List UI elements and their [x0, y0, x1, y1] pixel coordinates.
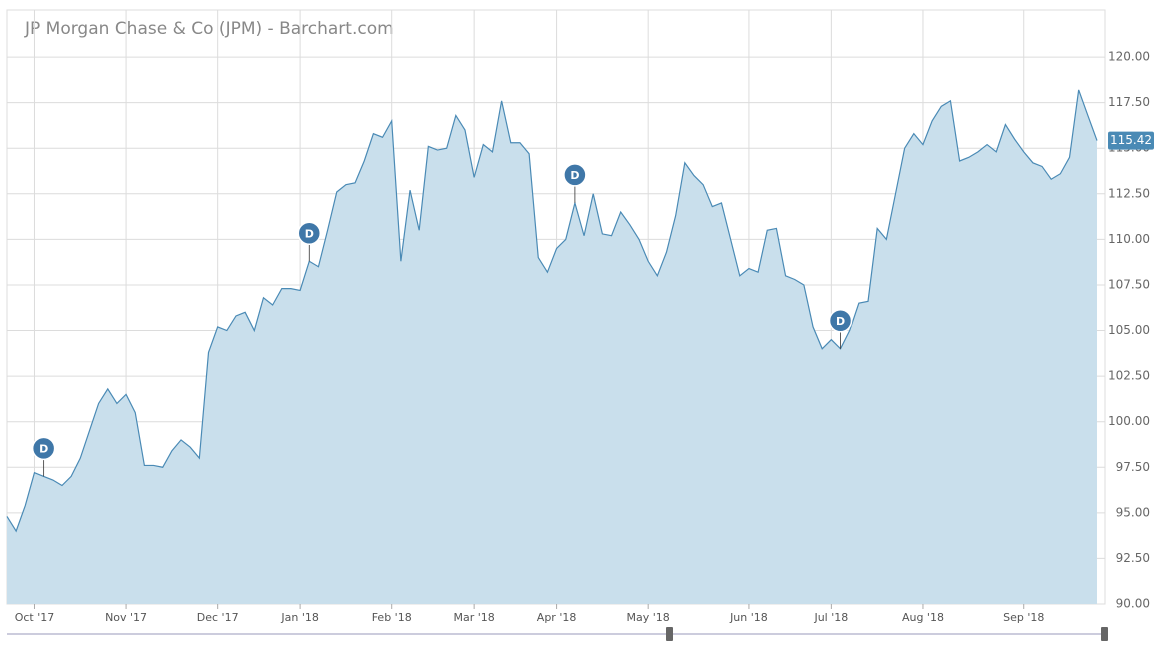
y-tick-label: 97.50: [1116, 460, 1150, 474]
navigator-handle[interactable]: [666, 627, 673, 641]
x-tick-label: Aug '18: [902, 611, 944, 624]
y-tick-label: 92.50: [1116, 551, 1150, 565]
y-tick-label: 120.00: [1108, 50, 1150, 64]
y-tick-label: 90.00: [1116, 597, 1150, 611]
navigator-handle[interactable]: [1101, 627, 1108, 641]
x-tick-label: Jan '18: [280, 611, 318, 624]
x-tick-label: Dec '17: [197, 611, 239, 624]
x-tick-label: Sep '18: [1003, 611, 1044, 624]
x-tick-label: Jul '18: [813, 611, 848, 624]
dividend-label: D: [570, 169, 579, 182]
x-tick-label: May '18: [627, 611, 670, 624]
last-price-label: 115.42: [1110, 133, 1152, 147]
dividend-marker: [297, 221, 322, 246]
dividend-label: D: [39, 442, 48, 455]
dividend-marker: [828, 309, 853, 333]
x-tick-label: Mar '18: [454, 611, 495, 624]
x-tick-label: Apr '18: [537, 611, 577, 624]
dividend-label: D: [836, 315, 845, 328]
y-tick-label: 100.00: [1108, 414, 1150, 428]
y-tick-label: 95.00: [1116, 505, 1150, 519]
dividend-label: D: [305, 227, 314, 240]
price-line: [6, 89, 1098, 533]
chart-title: JP Morgan Chase & Co (JPM) - Barchart.co…: [24, 19, 394, 39]
y-tick-label: 117.50: [1108, 95, 1150, 109]
dividend-marker: [563, 163, 587, 187]
x-tick-label: Feb '18: [372, 611, 412, 624]
y-tick-label: 110.00: [1108, 232, 1150, 246]
y-tick-label: 102.50: [1108, 369, 1150, 383]
y-tick-label: 105.00: [1108, 323, 1150, 337]
area-fill: [7, 89, 1097, 604]
y-tick-label: 112.50: [1108, 186, 1150, 200]
x-tick-label: Jun '18: [729, 611, 768, 624]
x-tick-label: Oct '17: [15, 611, 55, 624]
y-tick-label: 107.50: [1108, 277, 1150, 291]
dividend-marker: [31, 436, 56, 461]
x-tick-label: Nov '17: [105, 611, 147, 624]
last-price-box: [1108, 131, 1154, 150]
